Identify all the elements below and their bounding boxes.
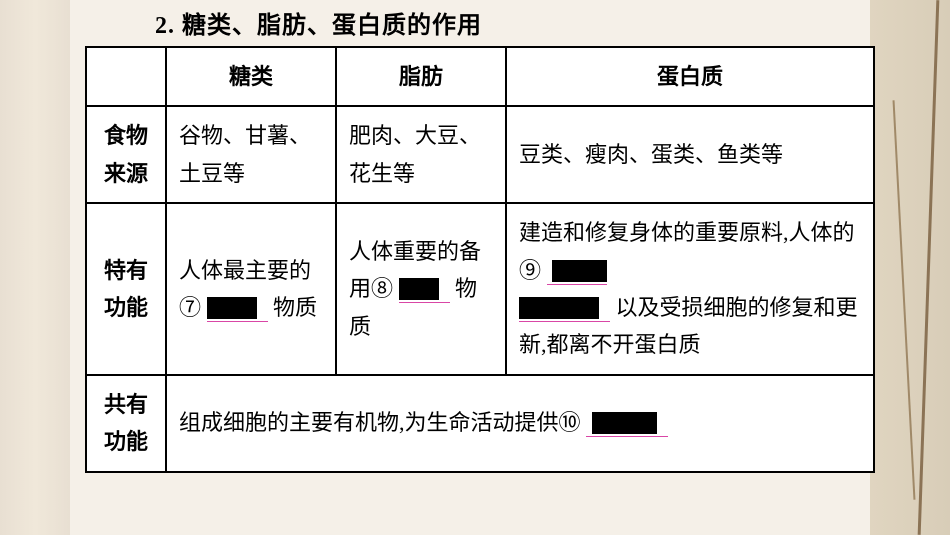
common-pre: 组成细胞的主要有机物,为生命活动提供⑩ xyxy=(179,410,581,435)
unique-protein: 建造和修复身体的重要原料,人体的⑨ 以及受损细胞的修复和更新,都离不开蛋白质 xyxy=(506,203,874,375)
source-fat: 肥肉、大豆、花生等 xyxy=(336,106,506,203)
header-blank xyxy=(86,47,166,106)
label-common: 共有功能 xyxy=(86,375,166,472)
source-carbs: 谷物、甘薯、土豆等 xyxy=(166,106,336,203)
unique-carbs-post: 物质 xyxy=(273,295,317,320)
nutrition-table: 糖类 脂肪 蛋白质 食物来源 谷物、甘薯、土豆等 肥肉、大豆、花生等 豆类、瘦肉… xyxy=(85,46,875,473)
row-common: 共有功能 组成细胞的主要有机物,为生命活动提供⑩ xyxy=(86,375,874,472)
blank-7 xyxy=(207,297,257,319)
left-decoration xyxy=(0,0,70,535)
label-source: 食物来源 xyxy=(86,106,166,203)
header-fat: 脂肪 xyxy=(336,47,506,106)
header-carbs: 糖类 xyxy=(166,47,336,106)
blank-10 xyxy=(592,412,657,434)
common-content: 组成细胞的主要有机物,为生命活动提供⑩ xyxy=(166,375,874,472)
label-unique: 特有功能 xyxy=(86,203,166,375)
main-content: 2. 糖类、脂肪、蛋白质的作用 糖类 脂肪 蛋白质 食物来源 谷物、甘薯、土豆等… xyxy=(85,5,875,473)
blank-8 xyxy=(399,278,439,300)
header-row: 糖类 脂肪 蛋白质 xyxy=(86,47,874,106)
unique-fat: 人体重要的备用⑧ 物质 xyxy=(336,203,506,375)
source-protein: 豆类、瘦肉、蛋类、鱼类等 xyxy=(506,106,874,203)
section-title: 2. 糖类、脂肪、蛋白质的作用 xyxy=(155,5,875,40)
row-unique: 特有功能 人体最主要的 ⑦ 物质 人体重要的备用⑧ 物质 建造和修复身体的重要原… xyxy=(86,203,874,375)
blank-9b xyxy=(519,297,599,319)
unique-carbs: 人体最主要的 ⑦ 物质 xyxy=(166,203,336,375)
blank-9a xyxy=(552,260,607,282)
row-source: 食物来源 谷物、甘薯、土豆等 肥肉、大豆、花生等 豆类、瘦肉、蛋类、鱼类等 xyxy=(86,106,874,203)
header-protein: 蛋白质 xyxy=(506,47,874,106)
right-decoration xyxy=(870,0,950,535)
